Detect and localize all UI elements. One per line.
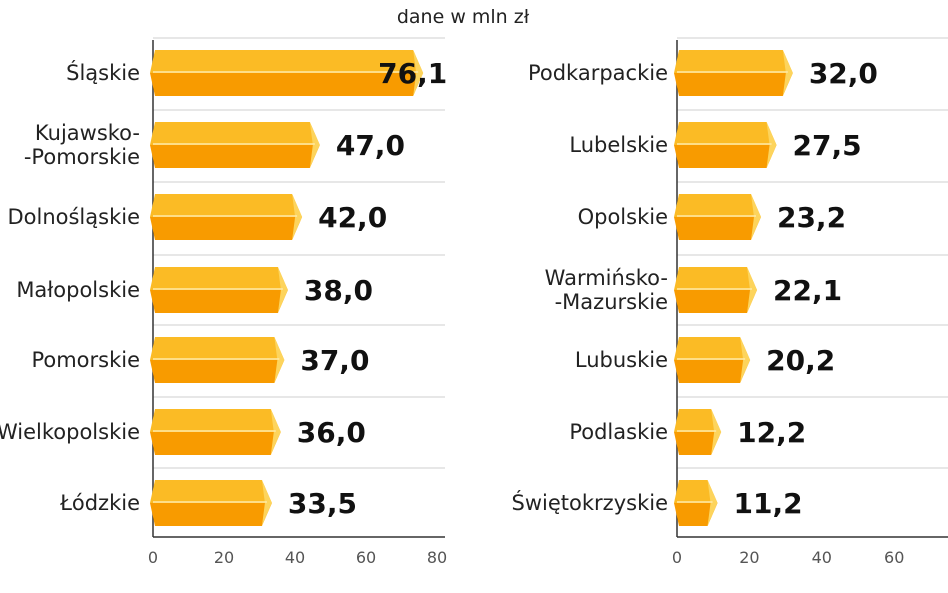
bar: [150, 50, 424, 96]
category-label: Dolnośląskie: [7, 205, 140, 229]
data-label: 22,1: [773, 274, 842, 307]
category-label: Świętokrzyskie: [512, 490, 668, 515]
data-label: 37,0: [300, 344, 369, 377]
data-label: 36,0: [297, 416, 366, 449]
category-label: Lubuskie: [575, 348, 668, 372]
bar-bottom-face: [150, 290, 288, 313]
category-label: Wielkopolskie: [0, 420, 140, 444]
bar-end-face: [270, 409, 281, 455]
bar-bottom-face: [150, 217, 303, 240]
bar-top-face: [150, 480, 272, 503]
category-label: Małopolskie: [16, 278, 140, 302]
bar-bottom-face: [150, 503, 272, 526]
bar-bottom-face: [150, 145, 320, 168]
tick-label: 60: [884, 548, 904, 567]
bar-bottom-face: [150, 73, 424, 96]
bar: [150, 194, 303, 240]
data-label: 42,0: [318, 201, 387, 234]
bar-end-face: [274, 337, 285, 383]
bar-top-face: [674, 194, 761, 217]
tick-label: 80: [427, 548, 447, 567]
tick-label: 40: [812, 548, 832, 567]
data-label: 11,2: [734, 487, 803, 520]
category-label: Lubelskie: [569, 133, 668, 157]
bar: [150, 480, 272, 526]
chart-subtitle: dane w mln zł: [397, 6, 530, 28]
data-label: 27,5: [793, 129, 862, 162]
bar-top-face: [674, 337, 751, 360]
bar-end-face: [750, 194, 761, 240]
tick-label: 20: [214, 548, 234, 567]
bar-end-face: [747, 267, 758, 313]
bar-end-face: [292, 194, 303, 240]
bar-top-face: [674, 409, 722, 432]
bar: [150, 337, 285, 383]
category-label: Warmińsko--Mazurskie: [545, 266, 668, 314]
tick-label: 0: [672, 548, 682, 567]
bar-top-face: [150, 267, 288, 290]
panel-2: 02040608032,0Podkarpackie27,5Lubelskie23…: [512, 37, 948, 567]
data-label: 32,0: [809, 57, 878, 90]
bar: [674, 337, 751, 383]
tick-label: 60: [356, 548, 376, 567]
bar-bottom-face: [150, 360, 285, 383]
bar-end-face: [261, 480, 272, 526]
data-label: 33,5: [288, 487, 357, 520]
bar-bottom-face: [674, 432, 722, 455]
bar-bottom-face: [674, 217, 761, 240]
panel-1: 0 20 40 60 80 76,1 Śląskie 47,0 Kujawsko--Pomors…: [0, 37, 447, 567]
bar-top-face: [150, 409, 281, 432]
category-label: Podlaskie: [569, 420, 668, 444]
bar: [674, 409, 722, 455]
bar-bottom-face: [674, 503, 718, 526]
category-label: Kujawsko--Pomorskie: [24, 121, 140, 169]
bar: [674, 122, 777, 168]
category-label: Opolskie: [578, 205, 668, 229]
bar: [150, 122, 320, 168]
bar-top-face: [150, 122, 320, 145]
tick-label: 20: [739, 548, 759, 567]
category-label: Pomorskie: [31, 348, 140, 372]
bar-end-face: [766, 122, 777, 168]
bar: [150, 409, 281, 455]
bar-top-face: [150, 337, 285, 360]
data-label: 20,2: [766, 344, 835, 377]
data-label: 47,0: [336, 129, 405, 162]
bar-end-face: [277, 267, 288, 313]
bar-top-face: [150, 50, 424, 73]
bar-end-face: [782, 50, 793, 96]
bar-top-face: [150, 194, 303, 217]
bar-bottom-face: [674, 145, 777, 168]
bar-top-face: [674, 50, 793, 73]
data-label: 12,2: [737, 416, 806, 449]
data-label: 76,1: [378, 57, 447, 90]
data-label: 38,0: [304, 274, 373, 307]
tick-label: 0: [148, 548, 158, 567]
category-label: Śląskie: [66, 60, 140, 85]
bar: [674, 480, 718, 526]
bar-end-face: [413, 50, 424, 96]
bar-end-face: [740, 337, 751, 383]
data-label: 23,2: [777, 201, 846, 234]
bar-bottom-face: [674, 290, 758, 313]
bar-top-face: [674, 267, 758, 290]
bar-bottom-face: [674, 360, 751, 383]
bar: [674, 267, 758, 313]
bar: [674, 50, 793, 96]
category-label: Podkarpackie: [528, 61, 668, 85]
bar-end-face: [309, 122, 320, 168]
bar: [150, 267, 288, 313]
bar-bottom-face: [150, 432, 281, 455]
bar-end-face: [711, 409, 722, 455]
bar-top-face: [674, 480, 718, 503]
bar-top-face: [674, 122, 777, 145]
bar-bottom-face: [674, 73, 793, 96]
tick-label: 40: [285, 548, 305, 567]
category-label: Łódzkie: [59, 491, 140, 515]
bar-end-face: [707, 480, 718, 526]
bar: [674, 194, 761, 240]
